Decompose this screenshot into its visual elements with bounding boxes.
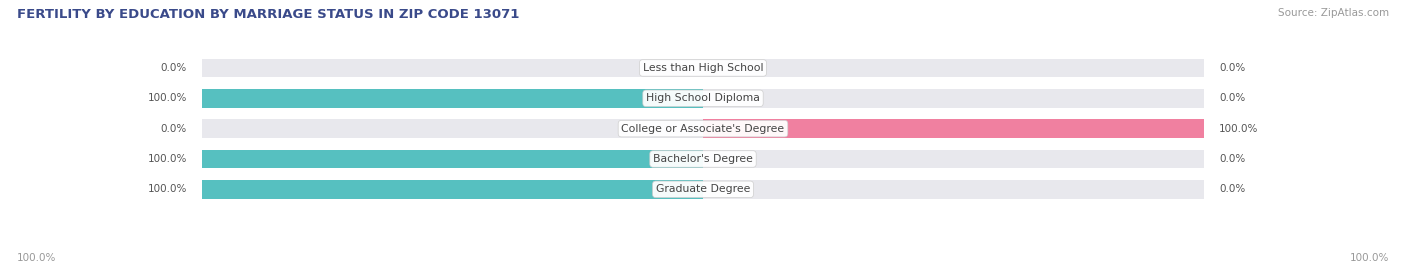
Text: High School Diploma: High School Diploma — [647, 93, 759, 103]
Text: 0.0%: 0.0% — [1219, 184, 1246, 194]
Text: 100.0%: 100.0% — [1350, 253, 1389, 263]
Text: 100.0%: 100.0% — [148, 154, 187, 164]
Bar — [201, 58, 1205, 77]
Text: 0.0%: 0.0% — [1219, 154, 1246, 164]
Text: 100.0%: 100.0% — [148, 184, 187, 194]
Bar — [703, 119, 1205, 138]
Text: 0.0%: 0.0% — [1219, 63, 1246, 73]
Bar — [201, 89, 1205, 108]
Bar — [201, 119, 1205, 138]
Text: 100.0%: 100.0% — [1219, 124, 1258, 134]
Text: Source: ZipAtlas.com: Source: ZipAtlas.com — [1278, 8, 1389, 18]
Text: College or Associate's Degree: College or Associate's Degree — [621, 124, 785, 134]
Text: 0.0%: 0.0% — [160, 63, 187, 73]
Legend: Married, Unmarried: Married, Unmarried — [619, 264, 787, 268]
Text: 0.0%: 0.0% — [1219, 93, 1246, 103]
Text: 100.0%: 100.0% — [148, 93, 187, 103]
Text: Bachelor's Degree: Bachelor's Degree — [652, 154, 754, 164]
Text: FERTILITY BY EDUCATION BY MARRIAGE STATUS IN ZIP CODE 13071: FERTILITY BY EDUCATION BY MARRIAGE STATU… — [17, 8, 519, 21]
Text: Less than High School: Less than High School — [643, 63, 763, 73]
Text: 0.0%: 0.0% — [160, 124, 187, 134]
Bar — [201, 180, 1205, 199]
Text: 100.0%: 100.0% — [17, 253, 56, 263]
Bar — [201, 180, 703, 199]
Text: Graduate Degree: Graduate Degree — [655, 184, 751, 194]
Bar — [201, 150, 703, 168]
Bar — [201, 150, 1205, 168]
Bar — [201, 89, 703, 108]
